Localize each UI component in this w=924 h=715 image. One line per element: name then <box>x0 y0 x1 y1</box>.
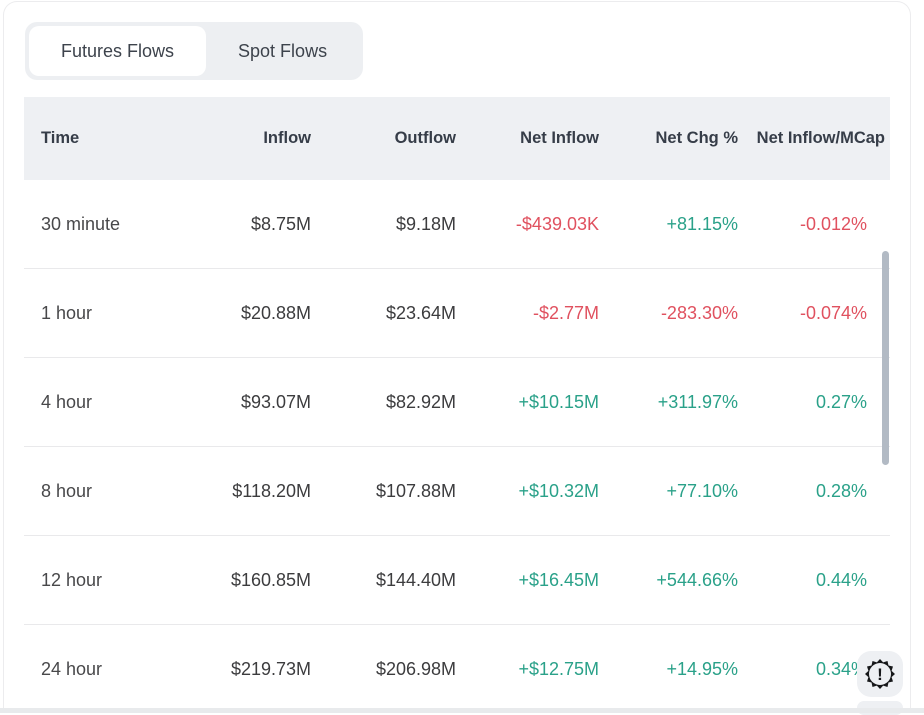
column-header-net-inflow-mcap: Net Inflow/MCap <box>756 129 885 147</box>
report-issue-button[interactable]: ! <box>857 651 903 697</box>
cell-outflow: $82.92M <box>385 391 456 412</box>
cell-inflow: $219.73M <box>230 658 311 679</box>
cell-time: 4 hour <box>41 391 93 412</box>
cell-net-inflow-mcap: -0.012% <box>799 213 867 234</box>
cell-outflow: $107.88M <box>375 480 456 501</box>
cell-time: 12 hour <box>41 569 103 590</box>
cell-net-inflow-mcap: 0.28% <box>815 480 867 501</box>
flows-card: Futures Flows Spot Flows Time Inflow Outfl… <box>3 1 911 713</box>
cell-inflow: $118.20M <box>232 480 311 501</box>
column-header-outflow: Outflow <box>394 129 456 147</box>
cell-inflow: $160.85M <box>230 569 311 590</box>
cell-net-chg-pct: +14.95% <box>666 658 738 679</box>
cell-time: 1 hour <box>41 302 93 323</box>
table-row: 4 hour $93.07M $82.92M +$10.15M +311.97%… <box>24 358 890 447</box>
cell-time: 8 hour <box>41 480 93 501</box>
cell-time: 24 hour <box>41 658 103 679</box>
cell-inflow: $20.88M <box>240 302 311 323</box>
table-header-row: Time Inflow Outflow Net Inflow Net Chg % Net … <box>24 97 890 180</box>
seal-inner-circle <box>869 663 891 685</box>
cell-inflow: $93.07M <box>240 391 311 412</box>
cell-net-inflow: +$10.32M <box>518 480 599 501</box>
column-header-inflow: Inflow <box>263 129 311 147</box>
cell-outflow: $144.40M <box>375 569 456 590</box>
column-header-net-inflow: Net Inflow <box>520 129 599 147</box>
cell-net-chg-pct: +77.10% <box>666 480 738 501</box>
cell-inflow: $8.75M <box>250 213 311 234</box>
flows-tab-group: Futures Flows Spot Flows <box>25 22 364 80</box>
tab-futures-flows[interactable]: Futures Flows <box>29 26 207 76</box>
bottom-edge-strip <box>0 708 924 713</box>
column-header-time: Time <box>41 129 80 147</box>
exclamation-glyph: ! <box>877 664 883 684</box>
cell-net-chg-pct: +311.97% <box>657 391 738 412</box>
cell-net-inflow-mcap: 0.34% <box>815 658 867 679</box>
cell-outflow: $23.64M <box>385 302 456 323</box>
column-header-net-chg-pct: Net Chg % <box>655 129 739 147</box>
table-row: 24 hour $219.73M $206.98M +$12.75M +14.9… <box>24 625 890 713</box>
cell-net-chg-pct: +544.66% <box>656 569 738 590</box>
cell-net-chg-pct: +81.15% <box>666 213 738 234</box>
seal-exclamation-icon: ! <box>865 659 895 689</box>
cell-time: 30 minute <box>41 213 121 234</box>
table-row: 8 hour $118.20M $107.88M +$10.32M +77.10… <box>24 447 890 536</box>
table-row: 12 hour $160.85M $144.40M +$16.45M +544.… <box>24 536 890 625</box>
cell-net-inflow-mcap: 0.44% <box>815 569 867 590</box>
cell-net-inflow: -$2.77M <box>532 302 599 323</box>
cell-net-inflow: +$16.45M <box>518 569 599 590</box>
table-row: 1 hour $20.88M $23.64M -$2.77M -283.30% … <box>24 269 890 358</box>
cell-net-chg-pct: -283.30% <box>660 302 738 323</box>
cell-net-inflow-mcap: -0.074% <box>799 302 867 323</box>
flows-table: Time Inflow Outflow Net Inflow Net Chg % Net … <box>24 97 890 713</box>
vertical-scrollbar-thumb[interactable] <box>882 251 889 465</box>
table-body: 30 minute $8.75M $9.18M -$439.03K +81.15… <box>24 180 890 713</box>
cell-outflow: $9.18M <box>395 213 456 234</box>
tab-spot-flows[interactable]: Spot Flows <box>206 26 359 76</box>
cell-net-inflow: +$12.75M <box>518 658 599 679</box>
cell-net-inflow: -$439.03K <box>515 213 599 234</box>
cell-net-inflow: +$10.15M <box>518 391 599 412</box>
table-row: 30 minute $8.75M $9.18M -$439.03K +81.15… <box>24 180 890 269</box>
cell-outflow: $206.98M <box>375 658 456 679</box>
cell-net-inflow-mcap: 0.27% <box>815 391 867 412</box>
